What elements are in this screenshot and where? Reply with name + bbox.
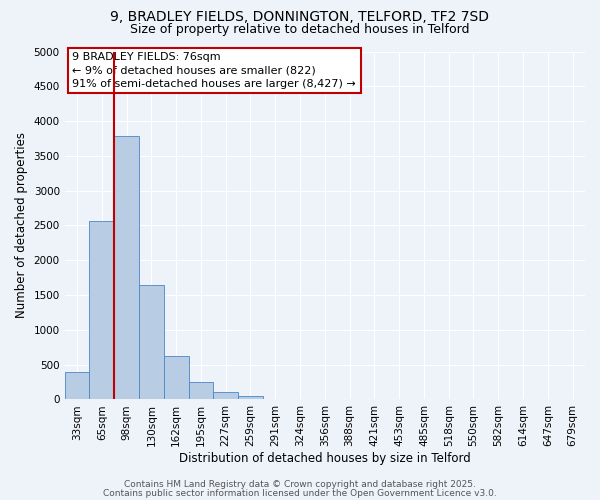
Text: Size of property relative to detached houses in Telford: Size of property relative to detached ho…: [130, 22, 470, 36]
Text: Contains HM Land Registry data © Crown copyright and database right 2025.: Contains HM Land Registry data © Crown c…: [124, 480, 476, 489]
Text: 9 BRADLEY FIELDS: 76sqm
← 9% of detached houses are smaller (822)
91% of semi-de: 9 BRADLEY FIELDS: 76sqm ← 9% of detached…: [73, 52, 356, 88]
Bar: [188, 382, 214, 400]
Y-axis label: Number of detached properties: Number of detached properties: [15, 132, 28, 318]
Bar: [238, 396, 263, 400]
X-axis label: Distribution of detached houses by size in Telford: Distribution of detached houses by size …: [179, 452, 471, 465]
Bar: [164, 356, 188, 400]
Bar: [214, 392, 238, 400]
Text: 9, BRADLEY FIELDS, DONNINGTON, TELFORD, TF2 7SD: 9, BRADLEY FIELDS, DONNINGTON, TELFORD, …: [110, 10, 490, 24]
Bar: [65, 372, 89, 400]
Bar: [114, 136, 139, 400]
Text: Contains public sector information licensed under the Open Government Licence v3: Contains public sector information licen…: [103, 488, 497, 498]
Bar: [89, 222, 114, 400]
Bar: [139, 284, 164, 400]
